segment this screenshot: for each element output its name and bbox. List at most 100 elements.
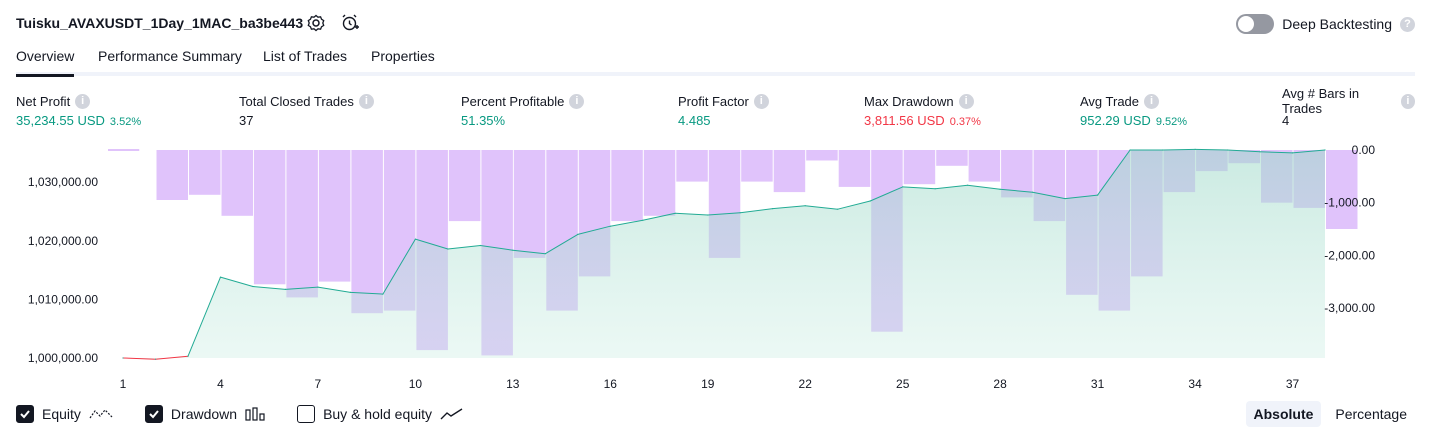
equity-line-segment — [187, 276, 221, 357]
equity-line-segment — [350, 291, 383, 295]
info-icon[interactable]: i — [1144, 93, 1160, 109]
settings-icon[interactable] — [306, 13, 326, 33]
percentage-button[interactable]: Percentage — [1335, 406, 1407, 422]
equity-line-segment — [155, 355, 189, 360]
equity-line-segment — [252, 286, 286, 290]
equity-line-segment — [545, 233, 579, 255]
equity-line-segment — [382, 238, 416, 295]
equity-point — [544, 253, 546, 255]
info-icon[interactable]: i — [958, 93, 974, 109]
drawdown-bar — [189, 150, 221, 195]
deep-backtesting-toggle[interactable] — [1236, 14, 1275, 34]
equity-point — [609, 225, 611, 227]
x-tick-label: 4 — [217, 377, 224, 391]
drawdown-bar — [806, 150, 838, 161]
drawdown-bar — [968, 150, 1001, 182]
drawdown-bar — [286, 150, 318, 298]
equity-line-segment — [642, 212, 676, 221]
equity-point — [187, 355, 189, 357]
info-icon[interactable]: i — [569, 93, 585, 109]
equity-point — [999, 188, 1001, 190]
equity-point — [934, 188, 936, 190]
drawdown-bar — [611, 150, 643, 222]
equity-line-icon — [89, 407, 113, 421]
metric-value: 35,234.55 USD — [16, 113, 105, 128]
drawdown-bar — [351, 150, 383, 314]
x-tick-label: 37 — [1286, 377, 1300, 391]
drawdown-bar — [156, 150, 188, 200]
equity-point — [642, 219, 644, 221]
equity-line-segment — [772, 205, 806, 210]
equity-drawdown-chart[interactable]: 1,000,000.00 1,010,000.00 1,020,000.00 1,03… — [0, 140, 1431, 395]
metric-value: 952.29 USD — [1080, 113, 1151, 128]
equity-point — [447, 248, 449, 250]
drawdown-bar — [838, 150, 871, 187]
equity-checkbox[interactable] — [16, 405, 34, 423]
metric-value: 4.485 — [678, 113, 711, 128]
metric-net-profit: Net Profit i 35,234.55 USD 3.52% — [16, 93, 141, 128]
equity-line-segment — [415, 238, 449, 250]
legend-equity[interactable]: Equity — [16, 405, 113, 423]
value-mode-switch: Absolute Percentage — [1245, 401, 1416, 427]
equity-point — [1194, 148, 1196, 150]
legend-equity-label: Equity — [42, 406, 81, 422]
tab-performance-summary[interactable]: Performance Summary — [98, 48, 242, 64]
deep-backtesting-label: Deep Backtesting — [1282, 16, 1392, 32]
drawdown-y-tick-label: -3,000.00 — [1324, 301, 1375, 315]
drawdown-bars-icon — [245, 407, 265, 421]
drawdown-bar — [253, 150, 286, 285]
metric-value: 4 — [1282, 113, 1290, 128]
info-icon[interactable]: i — [75, 93, 91, 109]
equity-line-segment — [1000, 188, 1033, 193]
equity-point — [1162, 149, 1164, 151]
equity-y-tick-label: 1,030,000.00 — [28, 175, 98, 189]
drawdown-y-tick-label: -1,000.00 — [1324, 196, 1375, 210]
tab-properties[interactable]: Properties — [371, 48, 435, 64]
toggle-knob — [1238, 16, 1255, 32]
equity-line-segment — [870, 186, 903, 202]
strategy-header: Tuisku_AVAXUSDT_1Day_1MAC_ba3be443 Deep … — [16, 10, 1415, 38]
equity-point — [317, 286, 319, 288]
metric-total-closed-trades: Total Closed Trades i 37 — [239, 93, 374, 128]
equity-y-tick-label: 1,000,000.00 — [28, 351, 98, 365]
tab-list-of-trades[interactable]: List of Trades — [263, 48, 348, 64]
drawdown-bar — [448, 150, 481, 222]
x-tick-label: 25 — [896, 377, 910, 391]
metric-max-drawdown: Max Drawdown i 3,811.56 USD 0.37% — [864, 93, 981, 128]
metric-value: 51.35% — [461, 113, 506, 128]
equity-line-segment — [610, 219, 643, 227]
drawdown-bar — [1326, 150, 1358, 229]
info-icon[interactable]: i — [358, 93, 374, 109]
equity-point — [284, 288, 286, 290]
equity-line-segment — [1259, 151, 1293, 154]
equity-line-segment — [1227, 149, 1261, 153]
info-icon[interactable]: i — [1400, 93, 1415, 109]
equity-line-segment — [512, 249, 546, 255]
equity-point — [1064, 198, 1066, 200]
drawdown-checkbox[interactable] — [144, 405, 163, 423]
equity-point — [382, 293, 384, 295]
drawdown-bar — [676, 150, 708, 182]
strategy-title: Tuisku_AVAXUSDT_1Day_1MAC_ba3be443 — [16, 15, 304, 31]
equity-point — [1032, 191, 1034, 193]
equity-line-segment — [707, 212, 741, 216]
help-icon[interactable]: ? — [1400, 16, 1415, 32]
legend-buy-hold[interactable]: Buy & hold equity — [297, 405, 464, 423]
equity-point — [674, 212, 676, 214]
absolute-button[interactable]: Absolute — [1245, 401, 1322, 427]
equity-line-segment — [740, 208, 773, 214]
equity-point — [219, 276, 222, 278]
drawdown-bar — [318, 150, 351, 282]
equity-point — [837, 208, 839, 210]
metric-label: Percent Profitable — [461, 93, 565, 109]
add-alert-icon[interactable] — [340, 13, 360, 33]
equity-point — [1324, 149, 1326, 151]
equity-line-segment — [805, 205, 838, 210]
buy-hold-checkbox[interactable] — [297, 405, 316, 423]
info-icon[interactable]: i — [753, 93, 769, 109]
x-tick-label: 13 — [506, 377, 520, 391]
equity-point — [252, 285, 254, 288]
tab-overview[interactable]: Overview — [16, 48, 75, 77]
equity-point — [1259, 151, 1261, 153]
legend-drawdown[interactable]: Drawdown — [144, 405, 265, 423]
